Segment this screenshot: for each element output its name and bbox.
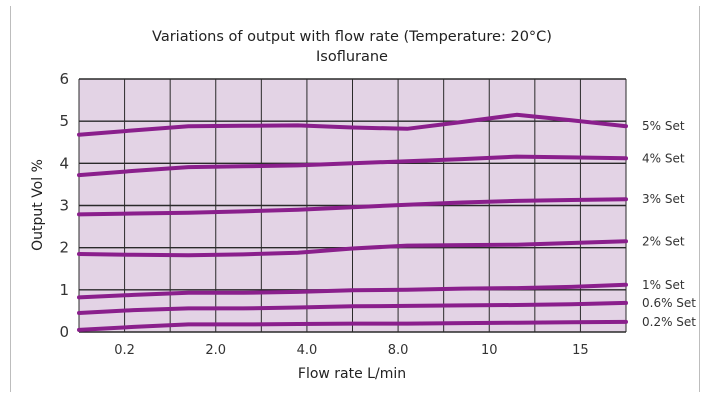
y-tick-label: 5 (59, 112, 69, 130)
y-tick-label: 4 (59, 154, 69, 172)
y-tick-label: 3 (59, 197, 69, 215)
series-label: 2% Set (642, 234, 685, 248)
series-label: 5% Set (642, 119, 685, 133)
tick-labels: 0 1 2 3 4 5 6 0.2 2.0 4.0 8.0 10 15 (59, 70, 588, 358)
y-tick-label: 1 (59, 281, 69, 299)
x-tick-label: 10 (481, 343, 498, 358)
series-label: 0.6% Set (642, 296, 696, 310)
chart-title: Variations of output with flow rate (Tem… (152, 29, 552, 45)
series-label: 3% Set (642, 192, 685, 206)
x-tick-label: 8.0 (388, 343, 409, 358)
y-tick-label: 6 (59, 70, 69, 88)
series-label: 0.2% Set (642, 315, 696, 329)
x-tick-label: 2.0 (205, 343, 226, 358)
chart-frame (10, 6, 700, 392)
series-line (77, 154, 628, 178)
series-line (77, 239, 628, 258)
series-lines (77, 112, 628, 332)
x-tick-label: 15 (572, 343, 589, 358)
x-tick-label: 0.2 (114, 343, 135, 358)
chart-subtitle: Isoflurane (316, 49, 388, 65)
series-line (77, 300, 628, 315)
series-label: 1% Set (642, 278, 685, 292)
series-line (77, 319, 628, 332)
y-tick-label: 0 (59, 323, 69, 341)
series-line (77, 197, 628, 217)
series-label: 4% Set (642, 151, 685, 165)
x-tick-label: 4.0 (297, 343, 318, 358)
series-line (77, 112, 628, 137)
y-tick-label: 2 (59, 239, 69, 257)
series-line (77, 282, 628, 300)
y-axis-title: Output Vol % (30, 159, 46, 251)
x-axis-title: Flow rate L/min (298, 366, 406, 382)
series-labels: 5% Set 4% Set 3% Set 2% Set 1% Set 0.6% Set 0.… (642, 119, 696, 329)
